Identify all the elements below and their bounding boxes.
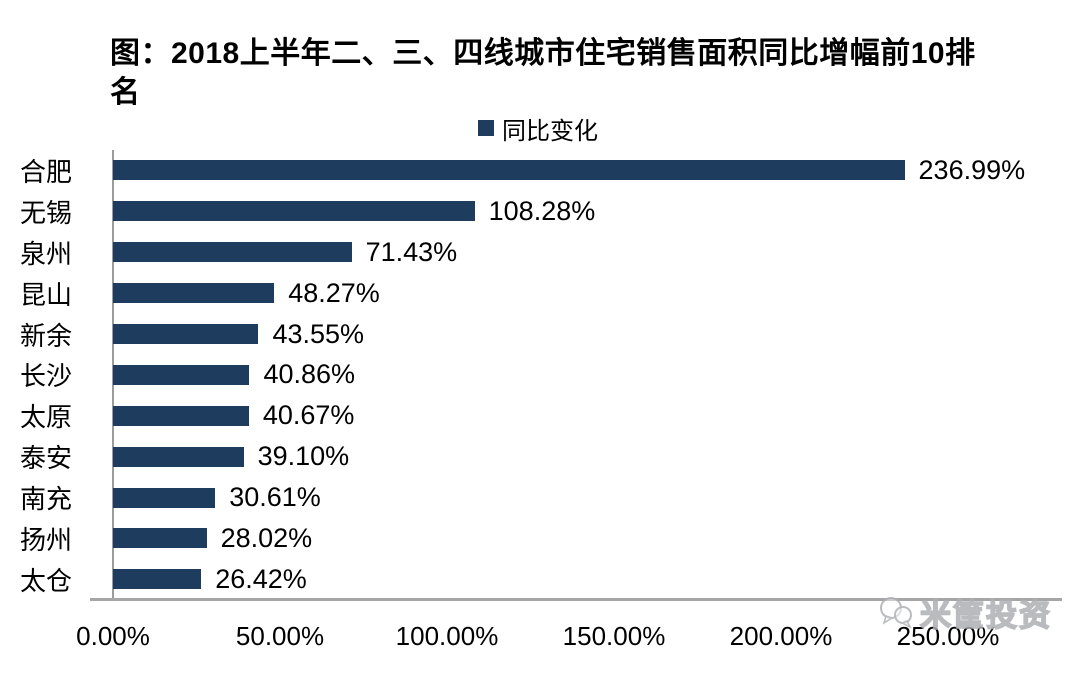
bar — [113, 569, 202, 590]
category-label: 合肥 — [20, 156, 73, 187]
value-label: 40.86% — [263, 359, 356, 390]
bar-row: 无锡 108.28% — [0, 191, 1072, 232]
value-label: 26.42% — [215, 563, 307, 594]
bar-row: 泰安 39.10% — [0, 436, 1072, 477]
bar-row: 昆山 48.27% — [0, 273, 1072, 314]
x-tick-label: 50.00% — [235, 621, 325, 651]
category-label: 扬州 — [20, 524, 73, 555]
value-label: 40.67% — [262, 400, 355, 431]
bar — [113, 324, 259, 344]
value-label: 236.99% — [918, 154, 1026, 185]
bar — [113, 405, 249, 426]
x-tick-label: 0.00% — [76, 621, 150, 651]
bar-row: 长沙 40.86% — [0, 354, 1072, 395]
bar-row: 南充 30.61% — [0, 477, 1072, 518]
value-label: 43.55% — [272, 318, 365, 349]
bar — [113, 283, 275, 304]
category-label: 昆山 — [20, 279, 73, 310]
category-label: 泰安 — [20, 443, 73, 474]
bar — [113, 446, 244, 467]
bar-rows: 合肥 236.99% 无锡 108.28% 泉州 71.43% 昆山 48.27% 新余 43.5… — [0, 150, 1072, 600]
bar — [113, 364, 250, 385]
legend-label: 同比变化 — [502, 117, 598, 145]
value-label: 28.02% — [220, 522, 313, 553]
value-label: 108.28% — [488, 195, 596, 226]
bar — [113, 487, 216, 508]
value-label: 48.27% — [288, 277, 380, 308]
bar-row: 太原 40.67% — [0, 395, 1072, 436]
category-label: 泉州 — [20, 238, 73, 269]
category-label: 长沙 — [20, 361, 73, 392]
category-label: 无锡 — [20, 197, 73, 228]
bar-row: 太仓 26.42% — [0, 559, 1072, 600]
bar — [113, 201, 475, 222]
bar-row: 合肥 236.99% — [0, 150, 1072, 191]
category-label: 太仓 — [20, 565, 73, 596]
category-label: 太原 — [20, 402, 73, 433]
bar-row: 新余 43.55% — [0, 314, 1072, 355]
legend: 同比变化 — [478, 115, 598, 145]
x-tick-label: 100.00% — [395, 621, 499, 651]
bar — [113, 160, 905, 181]
bar — [113, 528, 207, 549]
x-tick-label: 200.00% — [729, 621, 833, 651]
x-tick-label: 150.00% — [562, 621, 666, 651]
bar — [113, 242, 352, 263]
chart-title: 图：2018上半年二、三、四线城市住宅销售面积同比增幅前10排名 — [110, 37, 976, 109]
bar-row: 泉州 71.43% — [0, 232, 1072, 273]
x-axis-line — [90, 598, 1062, 601]
value-label: 30.61% — [229, 482, 321, 513]
x-tick-label: 250.00% — [896, 621, 1000, 651]
bar-row: 扬州 28.02% — [0, 518, 1072, 559]
legend-swatch-icon — [478, 120, 494, 136]
value-label: 39.10% — [257, 441, 350, 472]
category-label: 新余 — [20, 320, 73, 351]
category-label: 南充 — [20, 484, 73, 515]
value-label: 71.43% — [365, 236, 458, 267]
